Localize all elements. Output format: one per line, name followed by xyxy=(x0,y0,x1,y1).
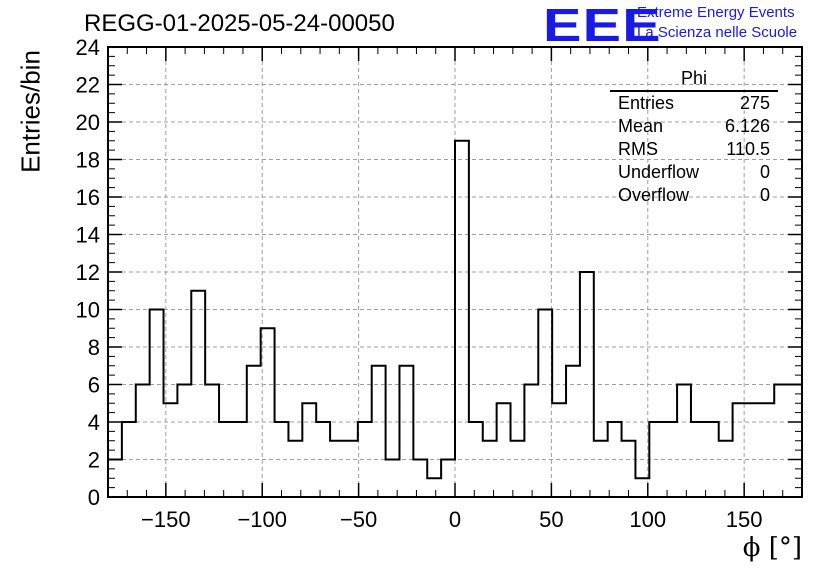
y-tick-label: 18 xyxy=(76,148,100,173)
histogram-bin xyxy=(746,403,760,497)
histogram-bin xyxy=(594,441,608,497)
histogram-bin xyxy=(413,460,427,498)
histogram-bin xyxy=(538,310,552,498)
stats-row: Overflow 0 xyxy=(610,184,778,207)
stats-label: Underflow xyxy=(618,162,700,182)
stats-label: RMS xyxy=(618,139,658,159)
stats-row: Underflow 0 xyxy=(610,161,778,184)
x-tick-label: 50 xyxy=(539,507,563,532)
x-tick-label: −150 xyxy=(141,507,191,532)
x-tick-label: 0 xyxy=(449,507,461,532)
stats-box: Phi Entries 275 Mean 6.126 RMS 110.5 Underf… xyxy=(610,68,778,207)
histogram-bin xyxy=(399,366,413,497)
y-tick-label: 6 xyxy=(88,373,100,398)
histogram-bin xyxy=(177,385,191,498)
stats-value: 0 xyxy=(759,185,770,205)
histogram-bin xyxy=(566,366,580,497)
y-axis-label: Entries/bin xyxy=(15,50,46,173)
x-tick-label: 150 xyxy=(726,507,763,532)
histogram-bin xyxy=(288,441,302,497)
histogram-bin xyxy=(524,385,538,498)
y-tick-label: 2 xyxy=(88,448,100,473)
stats-value: 110.5 xyxy=(726,139,770,159)
histogram-bin xyxy=(760,403,774,497)
eee-logo: EEE xyxy=(543,0,662,51)
histogram-bin xyxy=(344,441,358,497)
x-axis-label: ϕ [°] xyxy=(742,533,802,563)
histogram-bin xyxy=(302,403,316,497)
stats-row: Mean 6.126 xyxy=(610,115,778,138)
stats-value: 6.126 xyxy=(724,116,770,136)
stats-title: Phi xyxy=(610,68,778,92)
y-tick-label: 22 xyxy=(76,73,100,98)
stats-value: 0 xyxy=(759,162,770,182)
histogram-bin xyxy=(330,441,344,497)
histogram-bin xyxy=(150,310,164,498)
stats-label: Overflow xyxy=(618,185,690,205)
y-tick-label: 24 xyxy=(76,35,100,60)
y-tick-label: 12 xyxy=(76,260,100,285)
histogram-bin xyxy=(483,441,497,497)
y-tick-label: 0 xyxy=(88,485,100,510)
axis-ticks: −150 −100 −50 0 50 100 15002468101214161820222… xyxy=(76,35,803,532)
stats-row: Entries 275 xyxy=(610,92,778,115)
histogram-bin xyxy=(205,385,219,498)
histogram-bin xyxy=(677,385,691,498)
organization-name: Extreme Energy Events La Scienza nelle S… xyxy=(637,3,797,43)
stats-label: Entries xyxy=(618,93,675,113)
histogram-bin xyxy=(261,328,275,497)
histogram-bin xyxy=(455,141,469,497)
histogram-bin xyxy=(441,460,455,498)
y-tick-label: 8 xyxy=(88,335,100,360)
y-tick-label: 4 xyxy=(88,410,100,435)
stats-row: RMS 110.5 xyxy=(610,138,778,161)
histogram-bars xyxy=(108,139,802,498)
histogram-bin xyxy=(372,366,386,497)
chart-title: REGG-01-2025-05-24-00050 xyxy=(84,10,395,37)
histogram-bin xyxy=(191,291,205,497)
histogram-bin xyxy=(552,403,566,497)
histogram-bin xyxy=(511,441,525,497)
y-tick-label: 20 xyxy=(76,110,100,135)
x-tick-label: −50 xyxy=(340,507,377,532)
histogram-bin xyxy=(247,366,261,497)
histogram-bin xyxy=(719,441,733,497)
stats-value: 275 xyxy=(739,93,770,113)
y-tick-label: 16 xyxy=(76,185,100,210)
histogram-bin xyxy=(497,403,511,497)
x-tick-label: 100 xyxy=(629,507,666,532)
y-tick-label: 10 xyxy=(76,298,100,323)
y-tick-label: 14 xyxy=(76,223,100,248)
stats-label: Mean xyxy=(618,116,664,136)
histogram-outline xyxy=(108,139,802,480)
x-tick-label: −100 xyxy=(237,507,287,532)
histogram-bin xyxy=(774,385,788,498)
histogram-bin xyxy=(622,441,636,497)
histogram-bin xyxy=(136,385,150,498)
histogram-bin xyxy=(427,478,441,497)
org-line-2: La Scienza nelle Scuole xyxy=(637,24,798,41)
org-line-1: Extreme Energy Events xyxy=(637,4,795,21)
